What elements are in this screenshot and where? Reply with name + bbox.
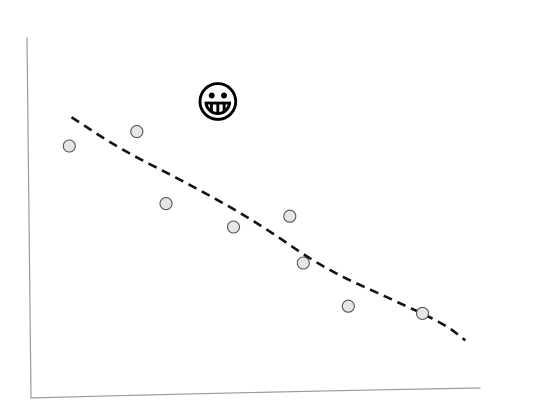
data-point-4 bbox=[226, 220, 241, 234]
y-axis-line bbox=[26, 37, 32, 399]
data-point-2 bbox=[130, 125, 144, 139]
data-point-7 bbox=[341, 299, 355, 313]
trend-layer bbox=[70, 116, 467, 342]
x-axis-line bbox=[30, 387, 481, 399]
data-points-layer bbox=[62, 125, 430, 320]
data-point-5 bbox=[283, 209, 297, 223]
data-point-8 bbox=[415, 306, 430, 320]
icon-layer: 😀 bbox=[195, 77, 241, 128]
grinning-face-icon: 😀 bbox=[195, 77, 241, 128]
trend-line bbox=[70, 116, 467, 342]
data-point-6 bbox=[296, 256, 310, 270]
data-point-3 bbox=[159, 197, 173, 211]
data-point-1 bbox=[62, 139, 76, 153]
